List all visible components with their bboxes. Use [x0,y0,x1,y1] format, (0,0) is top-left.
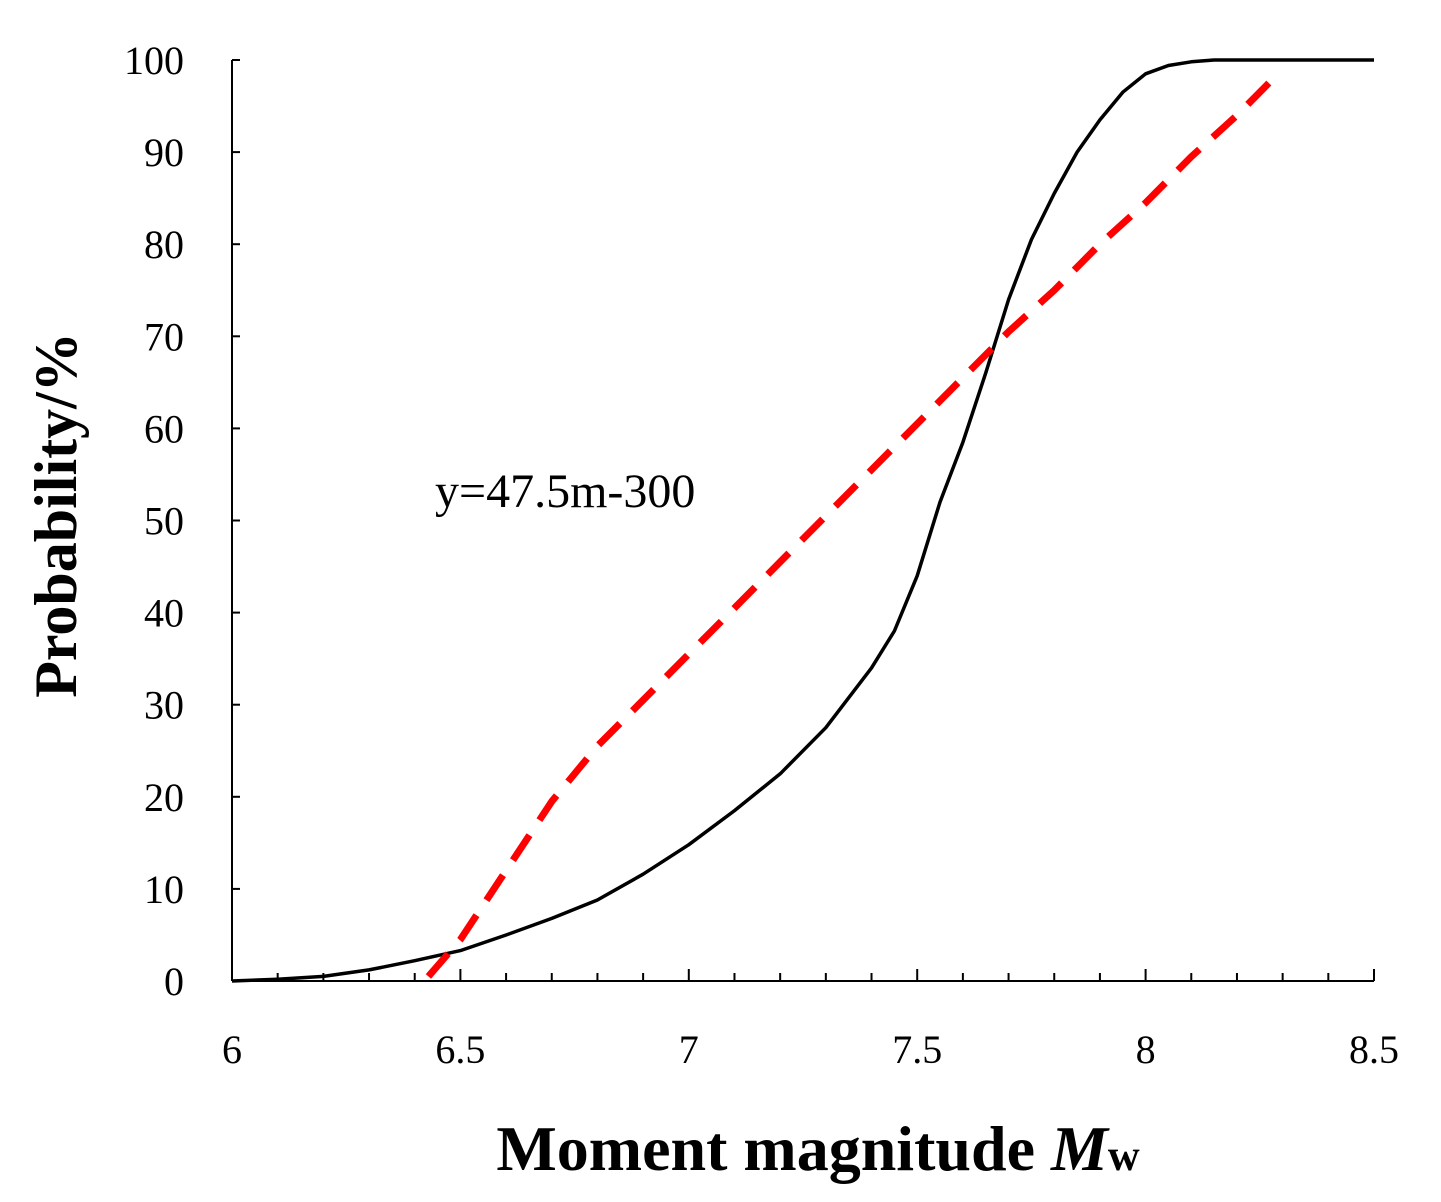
x-tick-label: 8 [1136,1027,1156,1072]
tick-labels: 0 10 20 30 40 50 60 70 80 90 100 6 6.5 7 7.5 8 8.5 [124,38,1399,1072]
x-tick-label: 6.5 [435,1027,485,1072]
y-tick-label: 90 [144,130,184,175]
y-tick-label: 60 [144,406,184,451]
y-tick-label: 30 [144,683,184,728]
y-tick-label: 50 [144,499,184,544]
x-tick-label: 6 [222,1027,242,1072]
x-axis-title-symbol: M [1050,1113,1110,1184]
y-tick-label: 70 [144,314,184,359]
series-linear-fit [425,80,1272,979]
y-tick-label: 80 [144,222,184,267]
series-cumulative-probability [231,58,1374,983]
x-tick-label: 7 [679,1027,699,1072]
y-tick-label: 10 [144,867,184,912]
x-tick-label: 7.5 [892,1027,942,1072]
axis-ticks [231,59,1375,982]
x-axis-title: Moment magnitude Mw [496,1113,1140,1184]
y-tick-label: 0 [164,959,184,1004]
annotation-equation: y=47.5m-300 [435,465,695,518]
x-axis-title-main: Moment magnitude [496,1113,1051,1184]
y-tick-label: 100 [124,38,184,83]
y-axis-title: Probability/% [23,332,89,698]
plot-area [231,58,1374,983]
x-tick-label: 8.5 [1349,1027,1399,1072]
y-tick-label: 40 [144,591,184,636]
x-axis-title-subscript: w [1108,1131,1140,1180]
y-tick-label: 20 [144,775,184,820]
